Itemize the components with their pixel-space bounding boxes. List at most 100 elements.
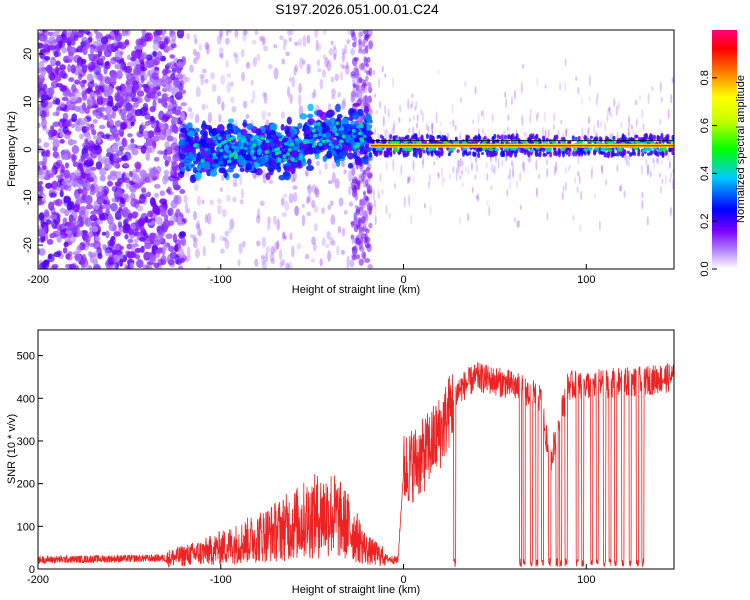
spectrogram-cell bbox=[147, 130, 155, 138]
spectrogram-cell bbox=[129, 56, 137, 62]
spectrogram-cell bbox=[38, 107, 43, 117]
spectrogram-cell bbox=[97, 72, 103, 82]
spectrogram-cell bbox=[138, 217, 146, 226]
spectrogram-cell bbox=[192, 210, 198, 221]
spectrogram-cell bbox=[163, 86, 169, 92]
spectrogram-cell bbox=[322, 133, 327, 137]
spectrogram-cell bbox=[535, 187, 538, 198]
spectrogram-cell bbox=[56, 233, 62, 243]
spectrogram-cell bbox=[607, 148, 613, 152]
spectrogram-cell bbox=[386, 146, 389, 152]
spectrogram-cell bbox=[339, 63, 344, 68]
spectrogram-cell bbox=[370, 191, 372, 200]
spectrogram-cell bbox=[218, 47, 224, 58]
spectrogram-cell bbox=[226, 81, 232, 94]
spectrogram-cell bbox=[172, 116, 179, 123]
spectrogram-cell bbox=[267, 216, 271, 225]
spectrogram-cell bbox=[79, 245, 86, 251]
spectrogram-cell bbox=[635, 118, 638, 128]
spectrogram-cell bbox=[192, 49, 197, 56]
spectrogram-cell bbox=[250, 99, 254, 104]
spectrogram-cell bbox=[224, 129, 230, 135]
spectrogram-cell bbox=[330, 40, 334, 46]
spectrogram-cell bbox=[196, 165, 202, 172]
spectrogram-cell bbox=[651, 86, 654, 92]
spectrogram-cell bbox=[52, 200, 60, 206]
spectrogram-cell bbox=[549, 151, 553, 158]
spectrogram-cell bbox=[124, 65, 133, 74]
spectrogram-cell bbox=[593, 123, 596, 135]
spectrogram-cell bbox=[43, 83, 48, 91]
spectrogram-cell bbox=[290, 150, 298, 158]
spectrogram-cell bbox=[520, 139, 525, 143]
spectrogram-cell bbox=[425, 133, 429, 140]
spectrogram-cell bbox=[291, 76, 296, 88]
spectrogram-cell bbox=[252, 156, 257, 160]
spectrogram-cell bbox=[281, 212, 287, 218]
spectrogram-cell bbox=[260, 255, 266, 260]
spectrogram-cell bbox=[110, 235, 116, 241]
spectrogram-cell bbox=[279, 260, 284, 268]
spectrogram-cell bbox=[78, 210, 86, 215]
spectrogram-cell bbox=[161, 115, 169, 123]
spectrogram-cell bbox=[285, 51, 290, 57]
spectrogram-cell bbox=[113, 30, 120, 36]
spectrogram-cell bbox=[62, 217, 68, 226]
spectrogram-cell bbox=[144, 32, 151, 42]
spectrogram-cell bbox=[151, 72, 159, 80]
spectrogram-cell bbox=[141, 125, 147, 130]
spectrogram-cell bbox=[307, 103, 314, 112]
spectrogram-cell bbox=[154, 249, 162, 255]
spectrogram-cell bbox=[70, 123, 76, 129]
spectrogram-cell bbox=[316, 59, 321, 67]
spectrogram-cell bbox=[348, 170, 353, 183]
spectrogram-cell bbox=[217, 204, 222, 215]
spectrogram-cell bbox=[328, 142, 333, 147]
spectrogram-cell bbox=[74, 253, 82, 263]
spectrogram-cell bbox=[61, 46, 67, 54]
spectrogram-cell bbox=[543, 140, 549, 144]
spectrogram-cell bbox=[51, 263, 59, 269]
spectrogram-cell bbox=[73, 34, 79, 42]
spectrogram-cell bbox=[593, 150, 597, 156]
spectrogram-cell bbox=[52, 151, 60, 159]
spectrogram-cell bbox=[173, 244, 179, 253]
spectrogram-cell bbox=[273, 44, 278, 49]
spectrogram-cell bbox=[276, 147, 281, 151]
spectrogram-cell bbox=[252, 143, 257, 147]
spectrogram-cell bbox=[355, 142, 360, 146]
spectrogram-cell bbox=[525, 132, 528, 138]
spectrogram-cell bbox=[82, 117, 88, 126]
spectrogram-cell bbox=[523, 161, 526, 174]
spectrogram-cell bbox=[523, 149, 527, 155]
spectrogram-cell bbox=[479, 146, 483, 152]
spectrogram-cell bbox=[187, 255, 192, 261]
spectrogram-cell bbox=[637, 152, 641, 157]
spectrogram-cell bbox=[616, 164, 619, 173]
spectrogram-cell bbox=[349, 259, 355, 268]
spectrogram-cell bbox=[294, 206, 300, 216]
spectrogram-cell bbox=[57, 39, 63, 49]
spectrogram-cell bbox=[411, 100, 414, 107]
spectrogram-cell bbox=[107, 95, 114, 105]
spectrogram-cell bbox=[63, 169, 71, 179]
spectrogram-cell bbox=[373, 199, 376, 208]
spectrogram-cell bbox=[669, 207, 672, 218]
spectrogram-cell bbox=[76, 64, 82, 73]
snr-x-tick-label: -200 bbox=[27, 574, 49, 586]
spectrogram-cell bbox=[86, 142, 91, 149]
spectrogram-cell bbox=[461, 160, 464, 167]
spectrogram-cell bbox=[262, 92, 266, 98]
spectrogram-cell bbox=[298, 83, 302, 94]
spectrogram-cell bbox=[104, 249, 110, 257]
spectrogram-cell bbox=[273, 247, 277, 254]
spectrogram-cell bbox=[541, 126, 544, 137]
spectrogram-cell bbox=[42, 165, 47, 171]
spectrogram-cell bbox=[459, 175, 462, 180]
spectrogram-cell bbox=[117, 103, 122, 114]
spectrogram-cell bbox=[86, 134, 92, 141]
spectrogram-cell bbox=[385, 151, 388, 157]
spectrogram-cell bbox=[328, 47, 334, 56]
spectrogram-cell bbox=[509, 181, 512, 190]
spectrogram-cell bbox=[634, 135, 638, 139]
